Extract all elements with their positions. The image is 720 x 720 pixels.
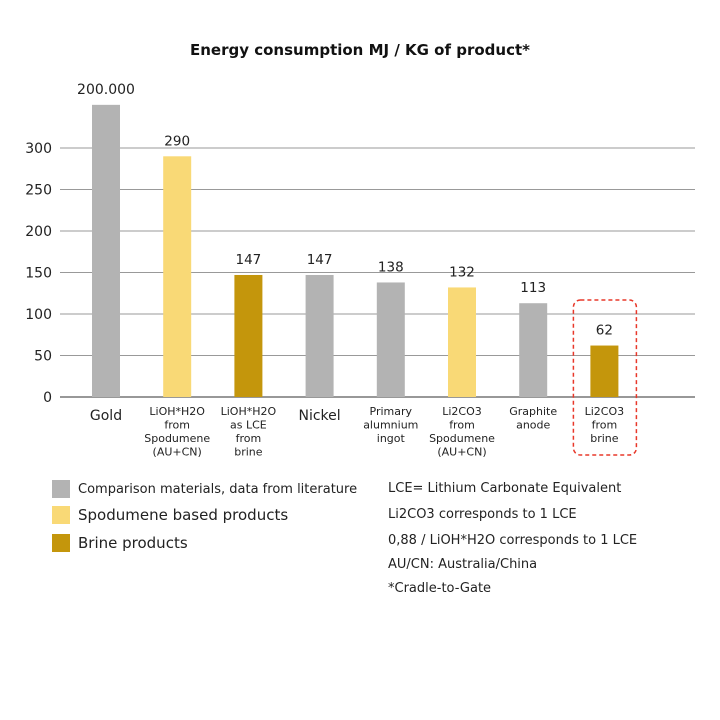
bar (519, 303, 548, 397)
x-tick-label: brine (590, 432, 619, 445)
highlight-box (572, 299, 638, 456)
data-label: 113 (520, 280, 546, 296)
note: LCE= Lithium Carbonate Equivalent (388, 481, 622, 496)
note: *Cradle-to-Gate (388, 581, 492, 596)
legend-item-spodumene: Spodumene based products (52, 506, 288, 524)
y-tick-label: 150 (25, 266, 52, 282)
data-label: 62 (596, 323, 613, 339)
x-tick-label: Graphite (509, 405, 557, 418)
bar (376, 282, 405, 397)
legend-swatch (52, 534, 70, 552)
y-tick-label: 250 (25, 183, 52, 199)
x-tick-label: alumnium (363, 419, 418, 432)
legend-swatch (52, 480, 70, 498)
x-tick-label: Spodumene (144, 432, 210, 445)
bar (163, 156, 192, 397)
x-tick-label: as LCE (230, 419, 267, 432)
note: AU/CN: Australia/China (388, 557, 538, 572)
bar (448, 287, 476, 397)
x-tick-label: (AU+CN) (437, 446, 486, 459)
data-label: 132 (449, 264, 475, 280)
data-label: 147 (236, 252, 262, 268)
legend-label: Brine products (78, 534, 188, 552)
x-tick-label: (AU+CN) (153, 446, 202, 459)
x-tick-label: Li2CO3 (585, 405, 625, 418)
note: 0,88 / LiOH*H2O corresponds to 1 LCE (388, 533, 638, 548)
x-tick-label: from (164, 419, 190, 432)
data-label: 138 (378, 259, 404, 275)
x-tick-label: LiOH*H2O (149, 405, 205, 418)
data-label: 200.000 (77, 82, 135, 98)
bar (590, 345, 619, 397)
x-tick-label: anode (516, 419, 550, 432)
y-tick-label: 0 (43, 390, 52, 406)
legend-swatch (52, 506, 70, 524)
legend-label: Comparison materials, data from literatu… (78, 481, 358, 497)
x-tick-label: Primary (370, 405, 413, 418)
data-label: 147 (307, 252, 333, 268)
bar (305, 274, 334, 397)
legend-item-brine: Brine products (52, 534, 188, 552)
x-tick-label: Nickel (299, 408, 341, 424)
y-tick-label: 200 (25, 224, 52, 240)
x-tick-label: ingot (377, 432, 406, 445)
x-tick-label: Spodumene (429, 432, 495, 445)
note: Li2CO3 corresponds to 1 LCE (388, 507, 577, 522)
y-tick-label: 100 (25, 307, 52, 323)
x-tick-label: Li2CO3 (442, 405, 482, 418)
y-tick-label: 300 (25, 141, 52, 157)
bar (234, 274, 263, 397)
legend-item-comparison: Comparison materials, data from literatu… (52, 480, 357, 498)
x-tick-label: from (449, 419, 475, 432)
x-tick-label: LiOH*H2O (221, 405, 277, 418)
x-tick-label: from (236, 432, 262, 445)
chart-title: Energy consumption MJ / KG of product* (189, 41, 530, 59)
x-tick-label: brine (234, 446, 263, 459)
legend-label: Spodumene based products (78, 506, 289, 524)
bar (92, 104, 120, 397)
data-label: 290 (164, 133, 190, 149)
x-tick-label: from (592, 419, 618, 432)
y-tick-label: 50 (34, 349, 52, 365)
x-tick-label: Gold (90, 408, 122, 424)
